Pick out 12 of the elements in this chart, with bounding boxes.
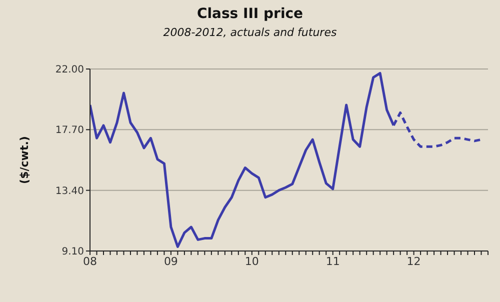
x-tick-label: 09 <box>164 254 178 268</box>
x-tick-label: 10 <box>244 254 259 268</box>
y-tick-label: 22.00 <box>55 64 84 76</box>
chart-subtitle: 2008-2012, actuals and futures <box>162 26 338 39</box>
chart-title: Class III price <box>196 6 304 22</box>
y-axis-title: ($/cwt.) <box>18 136 31 184</box>
y-tick-label: 17.70 <box>55 125 84 136</box>
y-tick-label: 13.40 <box>55 186 84 197</box>
y-tick-label: 9.10 <box>62 246 84 258</box>
x-tick-label: 12 <box>406 254 421 268</box>
x-tick-label: 08 <box>83 254 97 268</box>
x-tick-label: 11 <box>326 254 340 268</box>
